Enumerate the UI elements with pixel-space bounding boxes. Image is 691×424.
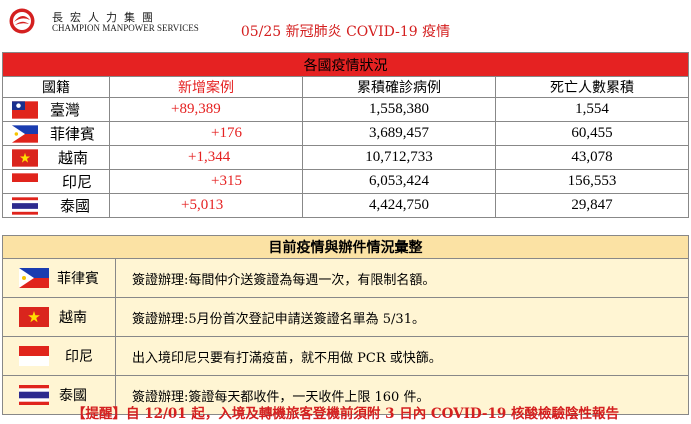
thailand-flag-icon — [12, 196, 38, 215]
column-header-deaths: 死亡人數累積 — [495, 76, 689, 98]
table-row: 越南 簽證辦理:5月份首次登記申請送簽證名單為 5/31。 — [2, 297, 689, 337]
company-name-cn: 長宏人力集團 — [52, 11, 160, 24]
country-name: 印尼 — [62, 173, 93, 191]
total-cases-value: 6,053,424 — [302, 169, 496, 194]
reminder-footer: 【提醒】自 12/01 起，入境及轉機旅客登機前須附 3 日內 COVID-19… — [72, 406, 619, 422]
total-cases-value: 10,712,733 — [302, 145, 496, 170]
company-name-en: CHAMPION MANPOWER SERVICES — [52, 23, 199, 33]
table-row: 越南 +1,344 10,712,733 43,078 — [2, 145, 689, 170]
country-name: 泰國 — [59, 388, 87, 404]
thailand-flag-icon — [19, 385, 49, 405]
indonesia-flag-icon — [12, 172, 38, 191]
procedure-summary-table: 目前疫情與辦件情況彙整 菲律賓 簽證辦理:每間仲介送簽證為每週一次，有限制名額。… — [2, 235, 689, 415]
philippines-flag-icon — [12, 124, 38, 143]
country-name: 泰國 — [60, 197, 91, 215]
total-cases-value: 4,424,750 — [302, 193, 496, 218]
procedure-note: 簽證辦理:每間仲介送簽證為每週一次，有限制名額。 — [115, 258, 689, 298]
taiwan-flag-icon — [12, 100, 38, 119]
country-name: 印尼 — [65, 349, 93, 365]
vietnam-flag-icon — [19, 307, 49, 327]
philippines-flag-icon — [19, 268, 49, 288]
procedure-note: 簽證辦理:5月份首次登記申請送簽證名單為 5/31。 — [115, 297, 689, 337]
deaths-value: 29,847 — [495, 193, 689, 218]
procedure-table-header: 目前疫情與辦件情況彙整 — [2, 235, 689, 259]
company-logo: 長宏人力集團 CHAMPION MANPOWER SERVICES — [8, 6, 208, 36]
deaths-value: 60,455 — [495, 121, 689, 146]
procedure-note: 出入境印尼只要有打滿疫苗，就不用做 PCR 或快篩。 — [115, 336, 689, 376]
table-row: 印尼 出入境印尼只要有打滿疫苗，就不用做 PCR 或快篩。 — [2, 336, 689, 376]
column-header-total-cases: 累積確診病例 — [302, 76, 496, 98]
procedure-note: 簽證辦理:簽證每天都收件，一天收件上限 160 件。 — [115, 375, 689, 415]
table-row: 臺灣 +89,389 1,558,380 1,554 — [2, 97, 689, 122]
table-row: 印尼 +315 6,053,424 156,553 — [2, 169, 689, 194]
total-cases-value: 3,689,457 — [302, 121, 496, 146]
country-name: 臺灣 — [50, 101, 81, 119]
table-row: 菲律賓 +176 3,689,457 60,455 — [2, 121, 689, 146]
vietnam-flag-icon — [12, 148, 38, 167]
country-name: 菲律賓 — [57, 271, 99, 287]
situation-table-header: 各國疫情狀況 — [2, 52, 689, 77]
total-cases-value: 1,558,380 — [302, 97, 496, 122]
new-cases-value: +176 — [109, 121, 303, 146]
indonesia-flag-icon — [19, 346, 49, 366]
country-name: 菲律賓 — [50, 125, 96, 143]
deaths-value: 43,078 — [495, 145, 689, 170]
situation-column-headers: 國籍 新增案例 累積確診病例 死亡人數累積 — [2, 76, 689, 98]
deaths-value: 156,553 — [495, 169, 689, 194]
company-logo-icon — [9, 8, 35, 34]
new-cases-value: +5,013 — [109, 193, 303, 218]
covid-situation-table: 各國疫情狀況 國籍 新增案例 累積確診病例 死亡人數累積 臺灣 +89,389 … — [2, 52, 689, 218]
new-cases-value: +1,344 — [109, 145, 303, 170]
new-cases-value: +89,389 — [109, 97, 303, 122]
country-name: 越南 — [59, 310, 87, 326]
table-row: 泰國 簽證辦理:簽證每天都收件，一天收件上限 160 件。 — [2, 375, 689, 415]
page-title: 05/25 新冠肺炎 COVID-19 疫情 — [240, 24, 451, 40]
new-cases-value: +315 — [109, 169, 303, 194]
country-name: 越南 — [58, 149, 89, 167]
table-row: 菲律賓 簽證辦理:每間仲介送簽證為每週一次，有限制名額。 — [2, 258, 689, 298]
deaths-value: 1,554 — [495, 97, 689, 122]
table-row: 泰國 +5,013 4,424,750 29,847 — [2, 193, 689, 218]
column-header-new-cases: 新增案例 — [109, 76, 303, 98]
column-header-nationality: 國籍 — [2, 76, 110, 98]
